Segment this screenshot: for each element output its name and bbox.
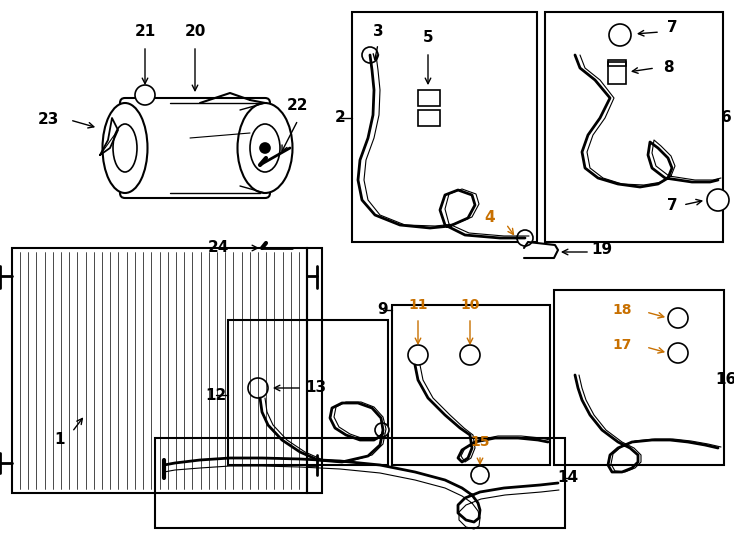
Text: 11: 11 [408,298,428,312]
Text: 4: 4 [484,211,495,226]
Bar [554,290,724,465]
Circle shape [668,308,688,328]
Bar [307,248,322,493]
Bar [418,90,440,106]
Text: 7: 7 [666,21,677,36]
Bar [418,110,440,126]
Text: 2: 2 [335,111,346,125]
Text: 19: 19 [592,242,613,258]
Text: 6: 6 [721,111,731,125]
Text: 16: 16 [716,373,734,388]
Bar [352,12,537,242]
Circle shape [707,189,729,211]
Text: 15: 15 [470,435,490,449]
Text: 7: 7 [666,198,677,213]
Text: 17: 17 [612,338,632,352]
Circle shape [668,343,688,363]
Text: 13: 13 [305,381,327,395]
Ellipse shape [238,103,293,193]
Text: 18: 18 [612,303,632,317]
Ellipse shape [103,103,148,193]
Circle shape [517,230,533,246]
Ellipse shape [250,124,280,172]
Bar [155,438,565,528]
Bar [392,305,550,465]
Bar [545,12,723,242]
Text: 1: 1 [55,433,65,448]
Text: 20: 20 [184,24,206,39]
Circle shape [362,47,378,63]
Text: 10: 10 [460,298,480,312]
Text: 8: 8 [663,60,673,76]
Text: 14: 14 [557,470,578,485]
FancyBboxPatch shape [120,98,270,198]
Circle shape [375,423,389,437]
Bar [608,60,626,66]
Circle shape [609,24,631,46]
Text: 24: 24 [207,240,229,255]
Circle shape [248,378,268,398]
Circle shape [460,345,480,365]
Text: 9: 9 [378,302,388,318]
Text: 5: 5 [423,30,433,45]
Ellipse shape [113,124,137,172]
Bar [12,248,307,493]
Text: 12: 12 [206,388,227,402]
Circle shape [471,466,489,484]
Circle shape [408,345,428,365]
Text: 21: 21 [134,24,156,39]
Bar [608,62,626,84]
Circle shape [135,85,155,105]
Text: 3: 3 [373,24,383,39]
Circle shape [260,143,270,153]
Text: 22: 22 [287,98,309,112]
Text: 23: 23 [37,112,59,127]
Bar [228,320,388,465]
